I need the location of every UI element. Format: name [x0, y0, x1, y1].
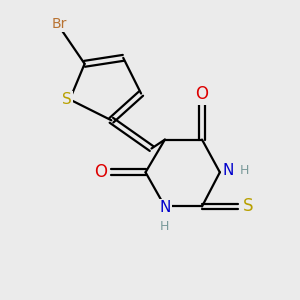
Text: N: N [159, 200, 170, 215]
Text: O: O [196, 85, 208, 103]
Text: H: H [239, 164, 249, 177]
Text: S: S [62, 92, 72, 107]
Text: O: O [94, 163, 107, 181]
Text: H: H [160, 220, 170, 233]
Text: S: S [243, 197, 253, 215]
Text: N: N [223, 163, 234, 178]
Text: Br: Br [52, 17, 67, 31]
